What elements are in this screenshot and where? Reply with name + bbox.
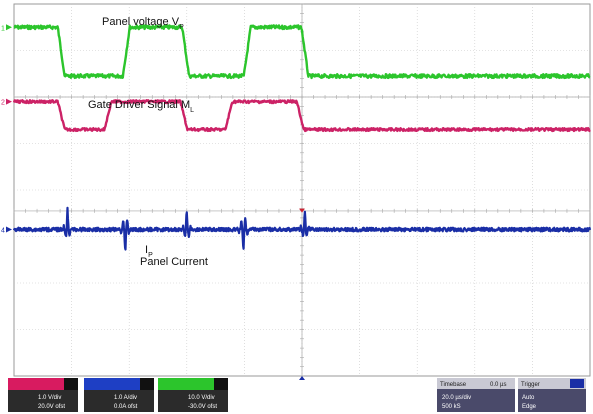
label-gate-driver: Gate Driver Signal ML	[88, 99, 194, 114]
channel-marker-label: 1	[1, 25, 5, 32]
channel-box-2: 1.0 A/div 0.0A ofst	[84, 378, 154, 412]
channel-color-swatch	[158, 378, 214, 390]
timebase-scale: 20.0 µs/div	[442, 395, 471, 401]
channel-marker-label: 2	[1, 100, 5, 107]
channel-marker-label: 4	[1, 228, 5, 235]
grid	[13, 3, 591, 380]
timebase-value: 0.0 µs	[490, 382, 506, 388]
trigger-box: Trigger Auto Edge	[518, 378, 586, 412]
channel-marker-2	[6, 98, 12, 105]
channel-box-4: 10.0 V/div -30.0V ofst	[158, 378, 228, 412]
status-bar: 1.0 V/div 20.0V ofst 1.0 A/div 0.0A ofst 10.…	[8, 378, 586, 412]
trigger-type: Edge	[522, 404, 537, 410]
channel-id-box	[214, 378, 228, 390]
trace-2	[12, 99, 591, 133]
timebase-title: Timebase	[440, 382, 467, 388]
label-panel-voltage: Panel voltage VP	[102, 16, 184, 31]
trigger-mode: Auto	[522, 395, 535, 401]
trace-1	[13, 24, 591, 80]
channel-id-box	[64, 378, 78, 390]
timebase-samples: 500 kS	[442, 404, 461, 410]
channel-marker-3	[6, 226, 12, 233]
trigger-header	[518, 378, 586, 389]
channel-offset: 0.0A ofst	[114, 404, 138, 410]
timebase-header	[437, 378, 515, 389]
timebase-box: Timebase 0.0 µs 20.0 µs/div 500 kS	[437, 378, 515, 412]
channel-offset: 20.0V ofst	[38, 404, 65, 410]
channel-markers: 1 2 4	[1, 24, 12, 235]
channel-scale: 10.0 V/div	[188, 395, 215, 401]
channel-color-swatch	[84, 378, 140, 390]
trigger-marker	[299, 208, 305, 213]
channel-marker-1	[6, 24, 12, 31]
channel-scale: 1.0 V/div	[38, 395, 61, 401]
channel-color-swatch	[8, 378, 64, 390]
trigger-channel-swatch	[570, 379, 584, 388]
label-panel-current: IP	[145, 244, 153, 259]
trigger-title: Trigger	[521, 382, 540, 388]
channel-scale: 1.0 A/div	[114, 395, 137, 401]
trace-labels: Panel voltage VP Gate Driver Signal ML IPP…	[88, 16, 208, 268]
channel-offset: -30.0V ofst	[188, 404, 217, 410]
channel-id-box	[140, 378, 154, 390]
label-panel-current-text: Panel Current	[140, 256, 208, 268]
traces	[12, 24, 592, 251]
trace-current	[12, 206, 592, 251]
trigger-bottom-marker	[299, 376, 305, 380]
channel-box-1: 1.0 V/div 20.0V ofst	[8, 378, 78, 412]
